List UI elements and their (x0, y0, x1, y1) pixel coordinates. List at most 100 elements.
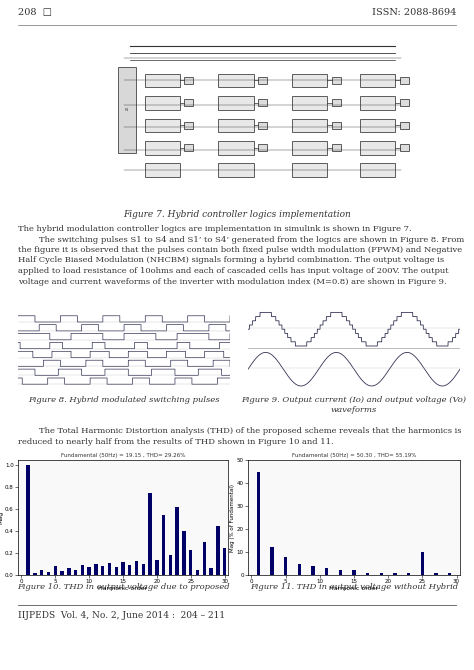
Bar (40, 570, 44, 575)
Bar (292, 163, 328, 178)
Bar (184, 122, 193, 129)
Bar (258, 99, 267, 107)
Bar (33, 573, 36, 575)
Bar (108, 563, 111, 575)
Bar (94, 564, 98, 575)
Bar (258, 145, 267, 151)
Bar (182, 531, 186, 575)
Bar (47, 572, 50, 575)
Bar (292, 141, 328, 155)
Bar (184, 145, 193, 151)
Bar (87, 567, 91, 575)
Bar (332, 145, 341, 151)
Bar (332, 122, 341, 129)
Bar (223, 547, 226, 575)
Bar (360, 96, 395, 110)
Bar (101, 566, 104, 575)
Text: reduced to nearly half from the results of THD shown in Figure 10 and 11.: reduced to nearly half from the results … (18, 438, 334, 446)
Bar (352, 570, 356, 575)
Bar (145, 74, 180, 87)
Bar (360, 163, 395, 178)
Bar (184, 77, 193, 84)
Bar (135, 561, 138, 575)
Bar (332, 77, 341, 84)
Y-axis label: Mag (% of Fundamental): Mag (% of Fundamental) (230, 484, 236, 551)
Bar (434, 573, 438, 575)
Text: the figure it is observed that the pulses contain both fixed pulse width modulat: the figure it is observed that the pulse… (18, 246, 462, 254)
Bar (393, 573, 397, 575)
Bar (60, 571, 64, 575)
Bar (400, 145, 409, 151)
Bar (256, 472, 260, 575)
Text: 208  □: 208 □ (18, 8, 52, 17)
Bar (175, 507, 179, 575)
Title: Fundamental (50Hz) = 19.15 , THD= 29.26%: Fundamental (50Hz) = 19.15 , THD= 29.26% (61, 453, 185, 458)
Bar (407, 573, 410, 575)
Text: IN: IN (125, 108, 129, 112)
Bar (400, 99, 409, 107)
Bar (360, 74, 395, 87)
Y-axis label: Mag: Mag (0, 511, 4, 524)
Bar (380, 573, 383, 575)
Bar (332, 99, 341, 107)
Bar (284, 557, 287, 575)
Bar (145, 163, 180, 178)
Bar (421, 552, 424, 575)
X-axis label: Harmonic order: Harmonic order (99, 586, 147, 590)
Bar (148, 493, 152, 575)
Bar (74, 570, 77, 575)
Bar (210, 568, 213, 575)
Text: applied to load resistance of 10ohms and each of cascaded cells has input voltag: applied to load resistance of 10ohms and… (18, 267, 448, 275)
Text: Half Cycle Biased Modulation (NHCBM) signals forming a hybrid combination. The o: Half Cycle Biased Modulation (NHCBM) sig… (18, 257, 444, 265)
Bar (142, 564, 145, 575)
Text: The Total Harmonic Distortion analysis (THD) of the proposed scheme reveals that: The Total Harmonic Distortion analysis (… (18, 427, 462, 435)
Bar (155, 559, 159, 575)
Bar (67, 568, 71, 575)
Text: ISSN: 2088-8694: ISSN: 2088-8694 (372, 8, 456, 17)
Bar (311, 565, 315, 575)
Bar (184, 99, 193, 107)
Bar (196, 570, 199, 575)
Bar (128, 565, 131, 575)
Bar (360, 119, 395, 133)
Text: waveforms: waveforms (331, 406, 377, 414)
Bar (218, 163, 254, 178)
Bar (325, 568, 328, 575)
Bar (400, 77, 409, 84)
Bar (400, 122, 409, 129)
Text: The switching pulses S1 to S4 and S1’ to S4’ generated from the logics are shown: The switching pulses S1 to S4 and S1’ to… (18, 235, 464, 243)
Bar (189, 550, 192, 575)
Bar (218, 96, 254, 110)
Bar (54, 566, 57, 575)
Bar (27, 466, 30, 575)
Bar (366, 573, 369, 575)
Bar (292, 119, 328, 133)
Bar (81, 565, 84, 575)
Bar (448, 573, 451, 575)
Bar (270, 547, 273, 575)
Text: voltage and current waveforms of the inverter with modulation index (M=0.8) are : voltage and current waveforms of the inv… (18, 277, 447, 285)
Text: Figure 8. Hybrid modulated switching pulses: Figure 8. Hybrid modulated switching pul… (28, 396, 220, 404)
Bar (162, 515, 165, 575)
Text: Figure 10. THD in output voltage due to proposed: Figure 10. THD in output voltage due to … (17, 583, 229, 591)
Text: Figure 7. Hybrid controller logics implementation: Figure 7. Hybrid controller logics imple… (123, 210, 351, 219)
Bar (216, 526, 219, 575)
Bar (218, 74, 254, 87)
Bar (218, 141, 254, 155)
Bar (202, 542, 206, 575)
Text: IIJPEDS  Vol. 4, No. 2, June 2014 :  204 – 211: IIJPEDS Vol. 4, No. 2, June 2014 : 204 –… (18, 611, 225, 620)
Bar (115, 567, 118, 575)
Bar (338, 570, 342, 575)
X-axis label: Harmonic order: Harmonic order (329, 586, 379, 590)
Bar (292, 74, 328, 87)
Bar (218, 119, 254, 133)
Bar (258, 122, 267, 129)
Bar (292, 96, 328, 110)
Bar (169, 555, 172, 575)
Bar (258, 77, 267, 84)
Text: Figure 11. THD in output voltage without Hybrid: Figure 11. THD in output voltage without… (250, 583, 458, 591)
Bar (145, 96, 180, 110)
Bar (118, 66, 136, 153)
Bar (298, 563, 301, 575)
Title: Fundamental (50Hz) = 50.30 , THD= 55.19%: Fundamental (50Hz) = 50.30 , THD= 55.19% (292, 453, 416, 458)
